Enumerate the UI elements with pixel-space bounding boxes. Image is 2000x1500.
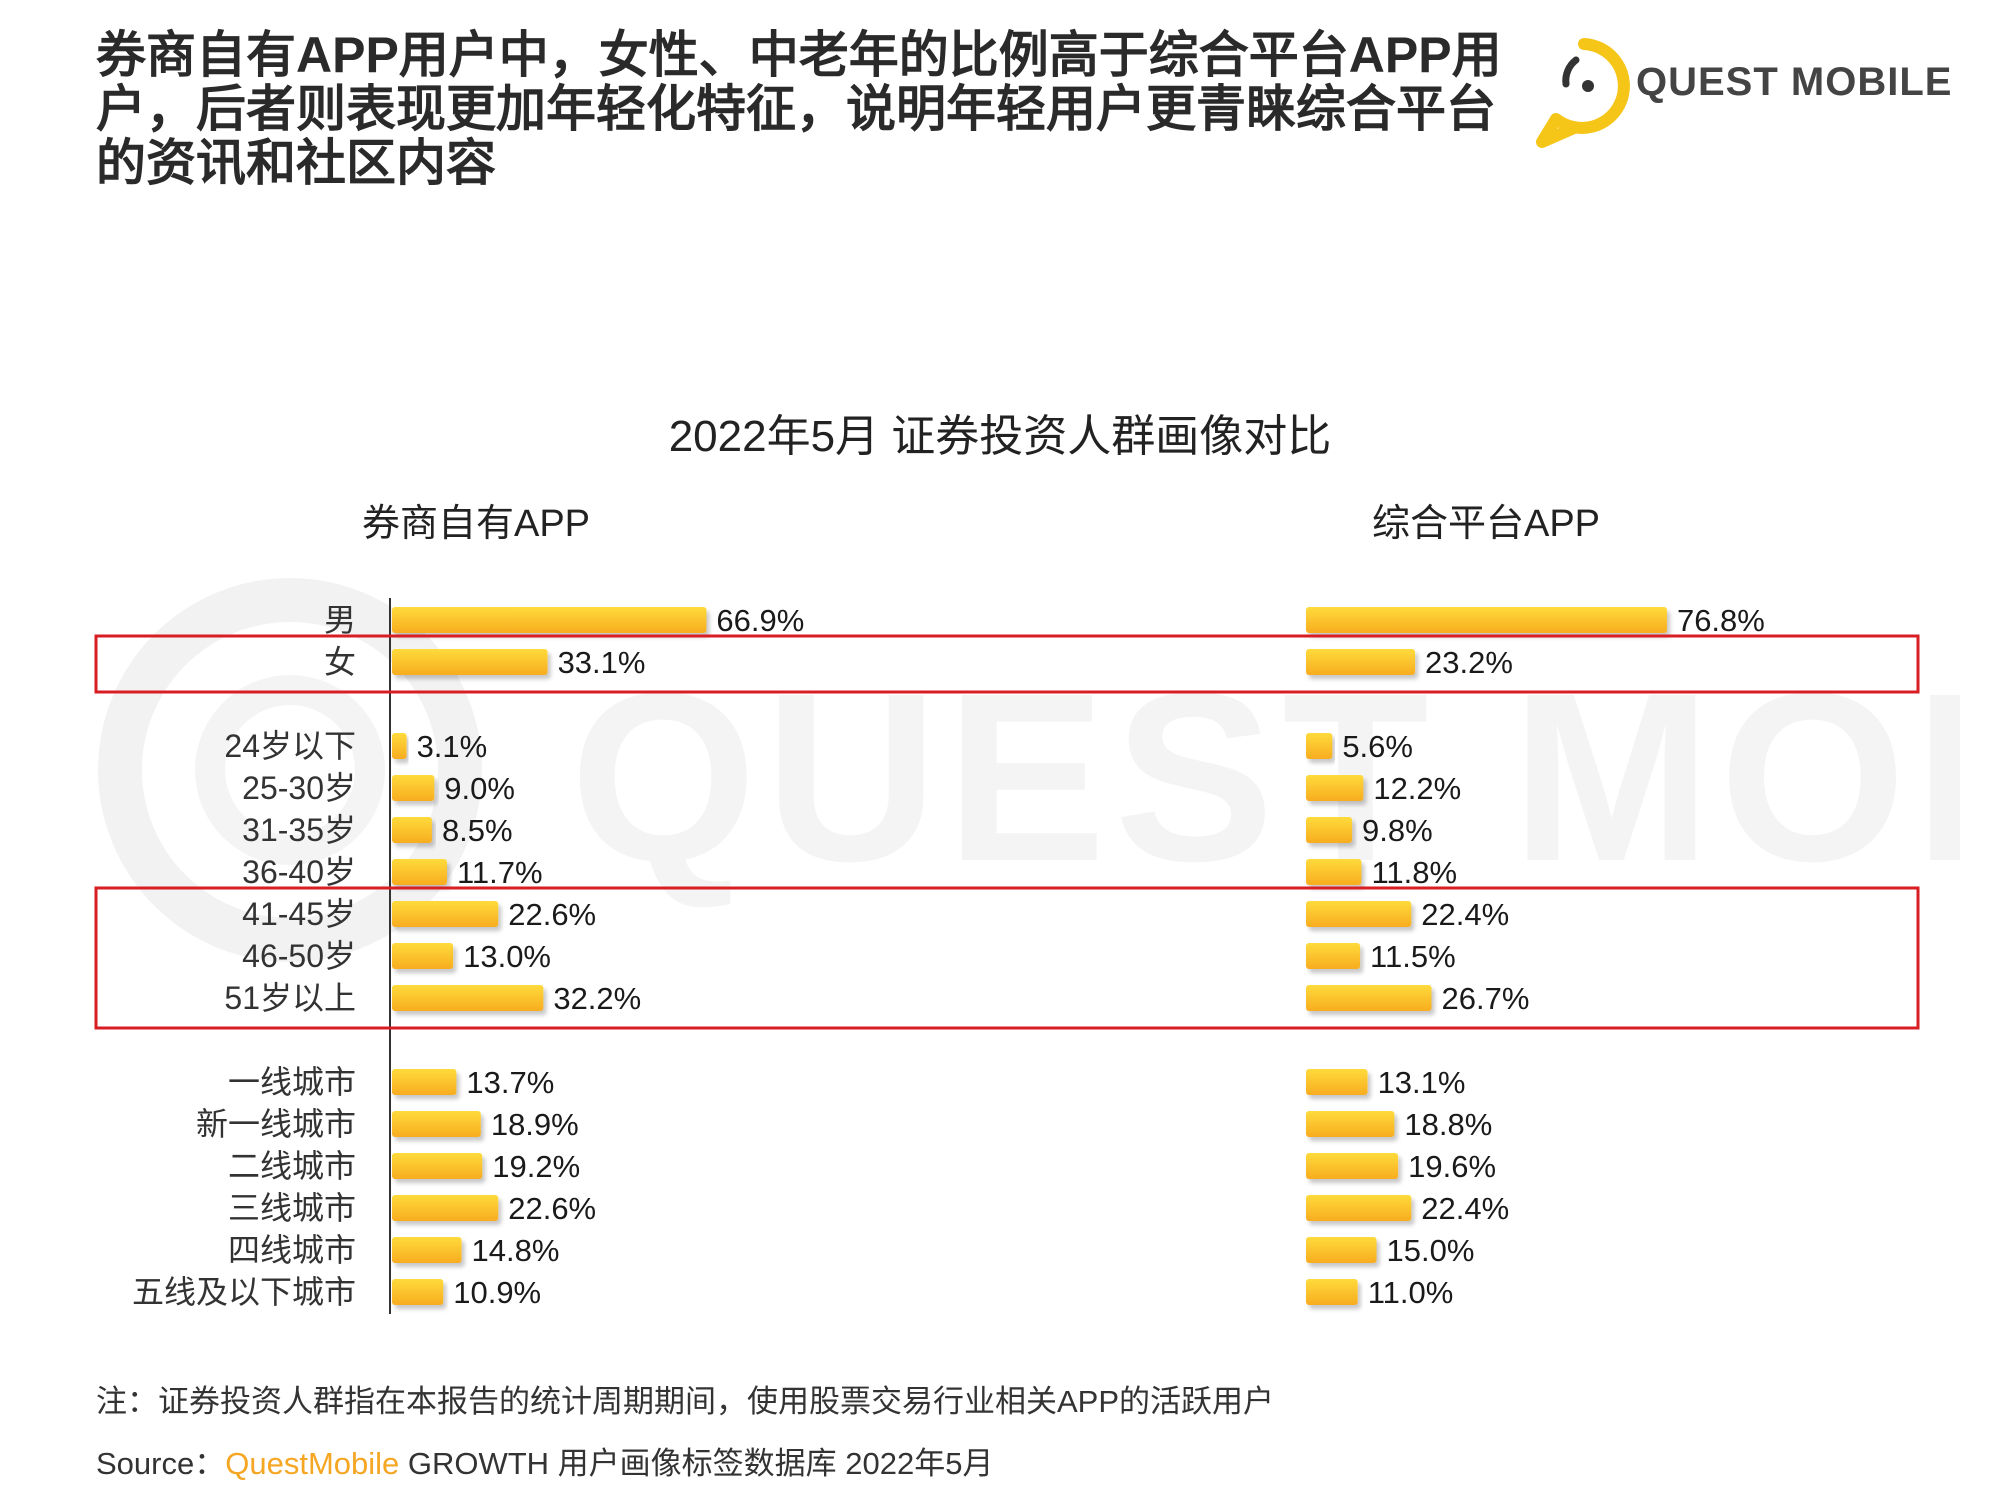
logo xyxy=(1536,38,1630,148)
bar xyxy=(392,859,447,885)
category-label: 五线及以下城市 xyxy=(132,1274,356,1310)
value-label: 11.8% xyxy=(1371,855,1457,890)
value-label: 5.6% xyxy=(1342,729,1413,764)
value-label: 3.1% xyxy=(417,729,488,764)
bar xyxy=(1306,943,1361,969)
category-label: 一线城市 xyxy=(228,1064,356,1100)
quest-mobile-logo-icon xyxy=(1536,38,1630,148)
value-label: 10.9% xyxy=(453,1275,541,1310)
category-label: 女 xyxy=(324,644,356,680)
bar-chart: 男女 24岁以下 25-30岁 31-35岁 36-40岁 41-45岁 46-50岁 51岁… xyxy=(94,598,1920,1314)
value-label: 23.2% xyxy=(1425,645,1513,680)
bar xyxy=(1306,859,1362,885)
logo-text: QUEST MOBILE xyxy=(1636,60,1953,104)
value-label: 11.5% xyxy=(1370,939,1456,974)
category-label: 男 xyxy=(324,602,356,638)
source-rest: GROWTH 用户画像标签数据库 2022年5月 xyxy=(399,1446,994,1481)
headline: 券商自有APP用户中，女性、中老年的比例高于综合平台APP用户，后者则表现更加年… xyxy=(96,27,1502,191)
bar xyxy=(1306,1237,1377,1263)
category-label: 41-45岁 xyxy=(242,896,356,932)
bar xyxy=(1306,817,1353,843)
bar xyxy=(1306,733,1333,759)
bar xyxy=(1306,649,1416,675)
footnote: 注：证券投资人群指在本报告的统计周期期间，使用股票交易行业相关APP的活跃用户 xyxy=(96,1384,1275,1419)
bar xyxy=(1306,1279,1358,1305)
value-label: 33.1% xyxy=(558,645,646,680)
source-brand: QuestMobile xyxy=(225,1446,400,1481)
category-label: 31-35岁 xyxy=(242,812,356,848)
value-label: 15.0% xyxy=(1387,1233,1475,1268)
bar xyxy=(392,1153,483,1179)
bar xyxy=(392,985,544,1011)
value-label: 18.8% xyxy=(1404,1107,1492,1142)
bar xyxy=(392,1237,462,1263)
value-label: 22.6% xyxy=(508,897,596,932)
bar xyxy=(392,775,435,801)
value-label: 19.6% xyxy=(1408,1149,1496,1184)
value-label: 76.8% xyxy=(1677,603,1765,638)
value-label: 11.0% xyxy=(1368,1275,1454,1310)
bar xyxy=(392,817,432,843)
watermark-text: QUEST MOBILE xyxy=(570,643,1960,911)
value-label: 13.7% xyxy=(466,1065,554,1100)
value-label: 26.7% xyxy=(1441,981,1529,1016)
bar xyxy=(392,943,454,969)
panel-title-left: 券商自有APP xyxy=(361,503,591,545)
source-line: Source：QuestMobile GROWTH 用户画像标签数据库 2022… xyxy=(96,1438,994,1483)
bar xyxy=(1306,1069,1368,1095)
category-label: 25-30岁 xyxy=(242,770,356,806)
bar xyxy=(392,901,499,927)
value-label: 18.9% xyxy=(491,1107,579,1142)
category-label: 二线城市 xyxy=(228,1148,356,1184)
bar xyxy=(392,607,707,633)
value-label: 19.2% xyxy=(492,1149,580,1184)
value-label: 22.4% xyxy=(1421,1191,1509,1226)
category-label: 46-50岁 xyxy=(242,938,356,974)
bar xyxy=(1306,775,1364,801)
value-label: 32.2% xyxy=(553,981,641,1016)
bar xyxy=(392,1279,444,1305)
bar xyxy=(1306,1195,1412,1221)
bar xyxy=(392,1195,499,1221)
category-label: 36-40岁 xyxy=(242,854,356,890)
value-label: 9.8% xyxy=(1362,813,1433,848)
value-label: 9.0% xyxy=(444,771,515,806)
bar xyxy=(1306,901,1412,927)
value-label: 8.5% xyxy=(442,813,513,848)
panel-title-right: 综合平台APP xyxy=(1371,503,1601,545)
chart-title: 2022年5月 证券投资人群画像对比 xyxy=(668,412,1332,461)
value-label: 12.2% xyxy=(1373,771,1461,806)
value-label: 13.1% xyxy=(1378,1065,1466,1100)
category-label: 三线城市 xyxy=(228,1190,356,1226)
value-label: 22.4% xyxy=(1421,897,1509,932)
category-label: 51岁以上 xyxy=(224,980,356,1016)
value-label: 22.6% xyxy=(508,1191,596,1226)
watermark: QUEST MOBILE xyxy=(98,578,1960,962)
bar xyxy=(392,1111,481,1137)
bar xyxy=(1306,985,1432,1011)
source-prefix: Source： xyxy=(96,1446,226,1481)
category-label: 四线城市 xyxy=(228,1232,356,1268)
bar xyxy=(392,649,548,675)
value-label: 66.9% xyxy=(716,603,804,638)
category-label: 24岁以下 xyxy=(224,728,356,764)
bar xyxy=(1306,1153,1399,1179)
bar xyxy=(1306,607,1667,633)
highlight-box xyxy=(94,886,1920,1030)
value-label: 13.0% xyxy=(463,939,551,974)
value-label: 14.8% xyxy=(472,1233,560,1268)
highlight-box xyxy=(94,634,1920,694)
bar xyxy=(1306,1111,1395,1137)
bar xyxy=(392,1069,457,1095)
category-label: 新一线城市 xyxy=(196,1106,356,1142)
value-label: 11.7% xyxy=(457,855,543,890)
bar xyxy=(392,733,407,759)
